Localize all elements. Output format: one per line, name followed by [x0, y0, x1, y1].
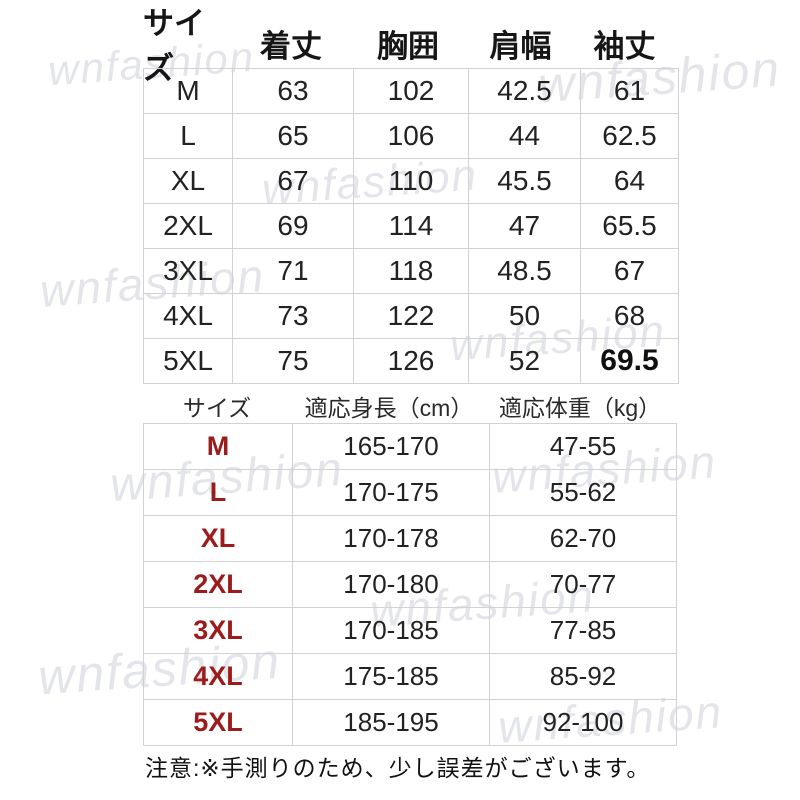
size-cell: 3XL: [143, 248, 233, 294]
value-cell: 68: [580, 293, 679, 339]
value-cell: 122: [353, 293, 469, 339]
value-cell: 73: [232, 293, 354, 339]
value-cell: 67: [232, 158, 354, 204]
table-row: 2XL 69 114 47 65.5: [143, 203, 679, 249]
size-cell: XL: [143, 158, 233, 204]
table-row: L 65 106 44 62.5: [143, 113, 679, 159]
column-header-length: 着丈: [260, 28, 322, 64]
size-cell: 5XL: [143, 699, 293, 746]
column-header-weight: 適応体重（kg）: [498, 395, 662, 421]
size-cell: 2XL: [143, 203, 233, 249]
value-cell: 47: [468, 203, 581, 249]
size-cell: M: [143, 423, 293, 470]
table-row: 5XL 75 126 52 69.5: [143, 338, 679, 384]
column-header-height: 適応身長（cm）: [304, 395, 474, 421]
value-cell: 63: [232, 68, 354, 114]
value-cell: 65: [232, 113, 354, 159]
size-cell: 4XL: [143, 653, 293, 700]
size-fit-table: M 165-170 47-55 L 170-175 55-62 XL 170-1…: [143, 423, 677, 746]
value-cell: 62.5: [580, 113, 679, 159]
size-cell: L: [143, 469, 293, 516]
measurement-disclaimer-note: 注意:※手測りのため、少し誤差がございます。: [145, 755, 651, 781]
size-cell: 3XL: [143, 607, 293, 654]
value-cell: 50: [468, 293, 581, 339]
value-cell: 64: [580, 158, 679, 204]
value-cell: 170-175: [292, 469, 490, 516]
column-header-size: サイズ: [143, 6, 205, 86]
table-row: 4XL 175-185 85-92: [143, 653, 677, 700]
table-row: M 63 102 42.5 61: [143, 68, 679, 114]
value-cell: 92-100: [489, 699, 677, 746]
value-cell: 77-85: [489, 607, 677, 654]
value-cell: 42.5: [468, 68, 581, 114]
value-cell: 175-185: [292, 653, 490, 700]
value-cell: 67: [580, 248, 679, 294]
value-cell: 85-92: [489, 653, 677, 700]
size-cell: M: [143, 68, 233, 114]
value-cell: 126: [353, 338, 469, 384]
column-header-size: サイズ: [182, 395, 252, 421]
size-cell: 2XL: [143, 561, 293, 608]
size-cell: L: [143, 113, 233, 159]
table-row: XL 67 110 45.5 64: [143, 158, 679, 204]
column-header-chest: 胸囲: [377, 28, 439, 64]
size-cell: XL: [143, 515, 293, 562]
table-row: L 170-175 55-62: [143, 469, 677, 516]
value-cell: 110: [353, 158, 469, 204]
size-table-header-row: サイズ 着丈 胸囲 肩幅 袖丈: [143, 6, 673, 86]
value-cell: 55-62: [489, 469, 677, 516]
value-cell: 61: [580, 68, 679, 114]
size-cell: 4XL: [143, 293, 233, 339]
value-cell: 75: [232, 338, 354, 384]
value-cell: 69: [232, 203, 354, 249]
size-cell: 5XL: [143, 338, 233, 384]
value-cell: 44: [468, 113, 581, 159]
value-cell: 69.5: [580, 338, 679, 384]
value-cell: 106: [353, 113, 469, 159]
table-row: 5XL 185-195 92-100: [143, 699, 677, 746]
value-cell: 65.5: [580, 203, 679, 249]
value-cell: 170-178: [292, 515, 490, 562]
table-row: 3XL 170-185 77-85: [143, 607, 677, 654]
table-row: 3XL 71 118 48.5 67: [143, 248, 679, 294]
size-measurements-table: M 63 102 42.5 61 L 65 106 44 62.5 XL 67 …: [143, 68, 679, 384]
table-row: M 165-170 47-55: [143, 423, 677, 470]
value-cell: 114: [353, 203, 469, 249]
value-cell: 48.5: [468, 248, 581, 294]
value-cell: 170-185: [292, 607, 490, 654]
value-cell: 52: [468, 338, 581, 384]
value-cell: 70-77: [489, 561, 677, 608]
table-row: 4XL 73 122 50 68: [143, 293, 679, 339]
value-cell: 165-170: [292, 423, 490, 470]
table-row: XL 170-178 62-70: [143, 515, 677, 562]
column-header-sleeve: 袖丈: [593, 28, 656, 64]
value-cell: 118: [353, 248, 469, 294]
table-row: 2XL 170-180 70-77: [143, 561, 677, 608]
value-cell: 47-55: [489, 423, 677, 470]
value-cell: 185-195: [292, 699, 490, 746]
value-cell: 45.5: [468, 158, 581, 204]
value-cell: 62-70: [489, 515, 677, 562]
fit-table-header-row: サイズ 適応身長（cm） 適応体重（kg）: [143, 390, 673, 422]
value-cell: 170-180: [292, 561, 490, 608]
column-header-shoulder: 肩幅: [489, 28, 552, 64]
value-cell: 71: [232, 248, 354, 294]
value-cell: 102: [353, 68, 469, 114]
